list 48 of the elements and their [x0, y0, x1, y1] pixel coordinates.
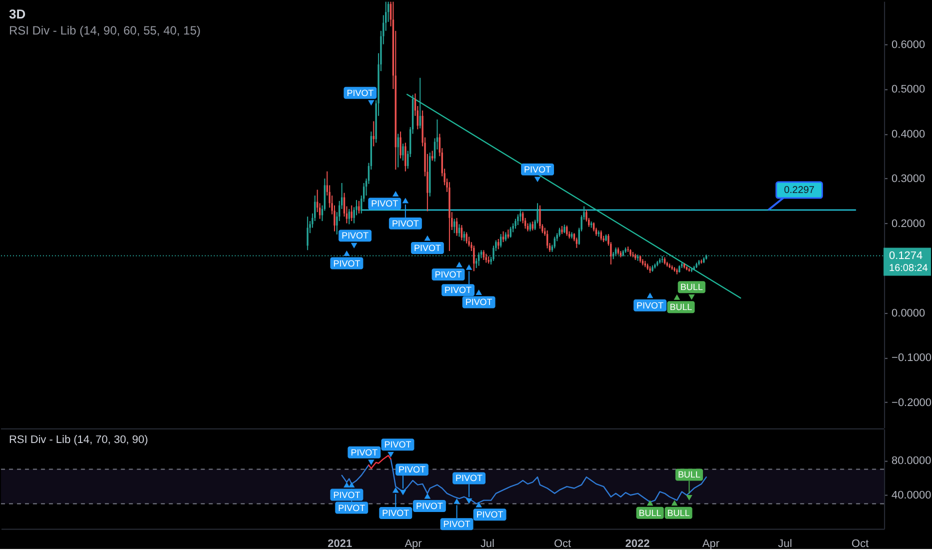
text: RSI Div - Lib (14, 90, 60, 55, 40, 15)	[8, 23, 201, 38]
x-tick-label: Jul	[778, 538, 792, 550]
data-label: PIVOT	[476, 510, 504, 520]
x-tick-label: Oct	[852, 538, 869, 550]
data-label: PIVOT	[443, 519, 471, 530]
data-label: PIVOT	[382, 508, 410, 518]
data-label: PIVOT	[346, 88, 374, 98]
data-label: PIVOT	[392, 218, 420, 228]
data-label: PIVOT	[434, 269, 462, 280]
data-label: PIVOT	[333, 490, 361, 500]
data-label: PIVOT	[384, 440, 412, 450]
y-tick-label: 0.5000	[892, 84, 926, 96]
y-tick-label: −0.2000	[892, 396, 932, 409]
x-tick-label: 2021	[328, 538, 352, 550]
data-label: BULL	[680, 282, 703, 292]
data-label: PIVOT	[342, 230, 370, 241]
data-label: PIVOT	[444, 285, 472, 296]
data-label: BULL	[667, 508, 690, 518]
text: 16:08:24	[889, 262, 928, 274]
y-tick-label: 0.6000	[892, 38, 926, 51]
data-label: BULL	[670, 302, 692, 312]
data-label: PIVOT	[333, 258, 361, 268]
x-tick-label: Jul	[480, 538, 494, 550]
ref-line-label: 0.1274	[889, 250, 923, 262]
y-tick-label: 0.3000	[892, 173, 926, 186]
chart-title: 3D	[8, 6, 26, 22]
data-label: PIVOT	[398, 464, 426, 475]
y-tick-label: 80.0000	[892, 455, 932, 468]
y-tick-label: 0.0000	[892, 307, 926, 320]
data-label: PIVOT	[371, 198, 399, 209]
data-label: PIVOT	[524, 164, 552, 174]
data-label: PIVOT	[414, 243, 442, 254]
data-label: PIVOT	[456, 473, 484, 484]
y-tick-label: 40.0000	[892, 490, 932, 502]
data-label: PIVOT	[350, 447, 378, 458]
data-label: PIVOT	[416, 500, 444, 511]
y-tick-label: 0.4000	[892, 128, 926, 140]
data-label: PIVOT	[338, 502, 366, 513]
data-label: BULL	[638, 508, 662, 518]
annotation: 0.2297	[784, 185, 815, 196]
x-tick-label: 2022	[625, 538, 650, 550]
x-tick-label: Oct	[554, 538, 572, 550]
y-tick-label: −0.1000	[892, 352, 932, 364]
chart-title: RSI Div - Lib (14, 70, 30, 90)	[8, 434, 148, 446]
data-label: PIVOT	[465, 297, 493, 308]
y-tick-label: 0.2000	[892, 218, 926, 230]
data-label: PIVOT	[636, 300, 664, 310]
data-label: BULL	[678, 470, 700, 480]
